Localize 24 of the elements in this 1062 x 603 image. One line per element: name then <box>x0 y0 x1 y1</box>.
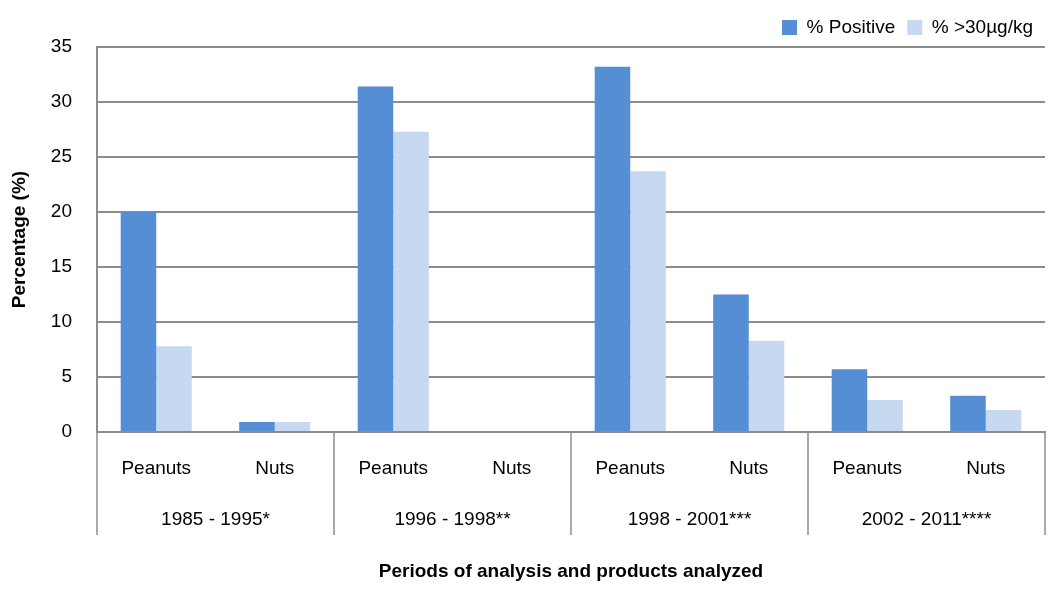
x-tick-label: Nuts <box>492 456 532 478</box>
text: 2002 - 2011**** <box>861 508 992 530</box>
x-axis-title: Periods of analysis and products analyzed <box>378 559 764 581</box>
x-tick-label: Nuts <box>966 456 1006 478</box>
y-tick-label: 30 <box>50 90 72 112</box>
y-tick-label: 25 <box>50 145 72 167</box>
y-tick-label: 10 <box>50 310 72 332</box>
y-tick-label: 5 <box>61 365 72 387</box>
legend-label: % Positive <box>806 15 896 37</box>
x-tick-label: Nuts <box>729 456 769 478</box>
text: 1985 - 1995* <box>161 508 271 530</box>
legend-label: % >30µg/kg <box>931 15 1033 37</box>
y-tick-label: 35 <box>50 35 72 57</box>
x-tick-label: Peanuts <box>595 456 666 478</box>
y-tick-label: 20 <box>50 200 72 222</box>
x-tick-label: Nuts <box>255 456 295 478</box>
text: 1998 - 2001*** <box>627 508 752 530</box>
y-axis-title: Percentage (%) <box>7 170 29 309</box>
x-tick-label: Peanuts <box>358 456 429 478</box>
y-tick-label: 15 <box>50 255 72 277</box>
y-tick-label: 0 <box>61 420 72 442</box>
x-tick-label: Peanuts <box>832 456 903 478</box>
x-tick-label: Peanuts <box>121 456 192 478</box>
text: 1996 - 1998** <box>394 508 512 530</box>
